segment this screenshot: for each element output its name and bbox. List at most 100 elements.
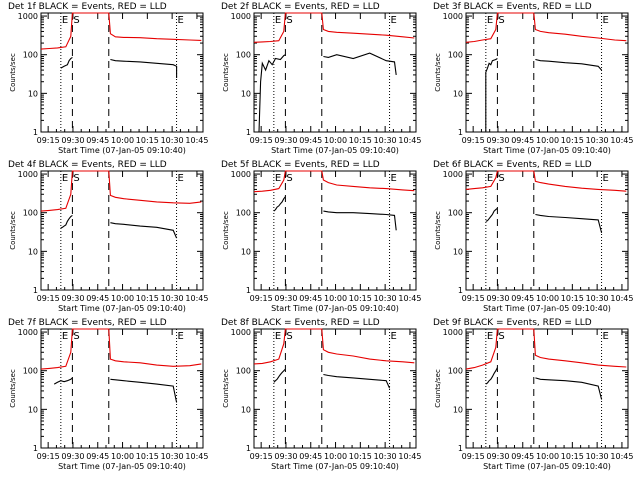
- e-marker: E: [62, 15, 68, 26]
- events-series-line: [258, 52, 397, 133]
- x-tick-label: 10:30: [374, 294, 397, 303]
- y-tick-label: 1000: [231, 12, 251, 21]
- x-tick-label: 10:15: [349, 452, 372, 461]
- e-marker: E: [487, 15, 493, 26]
- y-tick-label: 10: [28, 89, 38, 98]
- x-tick-label: 09:45: [86, 136, 109, 145]
- plot-frame: [253, 12, 417, 133]
- y-axis-label: Counts/sec: [9, 53, 17, 92]
- y-tick-label: 1: [33, 128, 38, 137]
- e-marker: E: [178, 15, 184, 26]
- events-series-line: [485, 207, 603, 234]
- x-tick-label: 10:15: [349, 136, 372, 145]
- x-tick-label: 10:15: [136, 136, 159, 145]
- x-tick-label: 10:30: [586, 294, 609, 303]
- events-series-line: [53, 377, 178, 403]
- lld-series-line: [465, 170, 627, 192]
- x-tick-label: 09:15: [37, 452, 60, 461]
- chart-panel-7: Det 7f BLACK = Events, RED = LLD 1 10 100 10…: [8, 318, 208, 471]
- x-tick-label: 09:30: [486, 452, 509, 461]
- chart-panel-3: Det 3f BLACK = Events, RED = LLD 1 10 100 10…: [433, 2, 633, 155]
- s-marker: S: [498, 15, 504, 26]
- x-tick-label: 09:15: [462, 136, 485, 145]
- x-axis-label: Start Time (07-Jan-05 09:10:40): [58, 304, 186, 313]
- events-series-line: [273, 196, 397, 231]
- plot-frame: [465, 328, 629, 449]
- x-tick-label: 09:15: [462, 452, 485, 461]
- x-tick-label: 10:00: [111, 452, 134, 461]
- x-tick-label: 10:45: [185, 294, 208, 303]
- y-tick-label: 100: [448, 367, 463, 376]
- x-tick-label: 10:00: [111, 294, 134, 303]
- e-marker: E: [275, 15, 281, 26]
- x-tick-label: 09:30: [61, 294, 84, 303]
- x-tick-label: 09:30: [61, 452, 84, 461]
- x-tick-label: 10:45: [610, 136, 633, 145]
- x-axis-label: Start Time (07-Jan-05 09:10:40): [58, 462, 186, 471]
- y-tick-label: 1000: [443, 328, 463, 337]
- y-tick-label: 10: [241, 405, 251, 414]
- y-tick-label: 10: [241, 89, 251, 98]
- y-tick-label: 1000: [443, 170, 463, 179]
- chart-title: Det 6f BLACK = Events, RED = LLD: [433, 160, 592, 170]
- e-marker: E: [275, 173, 281, 184]
- y-tick-label: 10: [453, 89, 463, 98]
- lld-series-line: [40, 12, 202, 50]
- x-tick-label: 10:15: [349, 294, 372, 303]
- chart-panel-1: Det 1f BLACK = Events, RED = LLD 1 10 100 10…: [8, 2, 208, 155]
- x-tick-label: 10:30: [161, 452, 184, 461]
- x-tick-label: 10:45: [185, 136, 208, 145]
- chart-title: Det 8f BLACK = Events, RED = LLD: [221, 318, 380, 328]
- y-tick-label: 1000: [18, 12, 38, 21]
- x-axis-label: Start Time (07-Jan-05 09:10:40): [483, 462, 611, 471]
- x-tick-label: 09:45: [511, 294, 534, 303]
- s-marker: S: [286, 173, 292, 184]
- x-tick-label: 10:30: [374, 452, 397, 461]
- x-tick-label: 10:45: [610, 294, 633, 303]
- x-tick-label: 10:45: [610, 452, 633, 461]
- y-tick-label: 100: [448, 209, 463, 218]
- y-tick-label: 100: [236, 51, 251, 60]
- events-series-line: [485, 367, 603, 400]
- events-series-line: [60, 214, 178, 239]
- y-tick-label: 1: [33, 286, 38, 295]
- x-tick-label: 10:45: [398, 136, 421, 145]
- x-tick-label: 09:45: [299, 452, 322, 461]
- y-tick-label: 1: [246, 444, 251, 453]
- x-tick-label: 10:15: [136, 452, 159, 461]
- s-marker: S: [498, 331, 504, 342]
- x-tick-label: 09:45: [299, 136, 322, 145]
- chart-title: Det 1f BLACK = Events, RED = LLD: [8, 2, 167, 12]
- lld-series-line: [253, 12, 415, 43]
- s-marker: S: [73, 173, 79, 184]
- y-tick-label: 100: [23, 209, 38, 218]
- x-tick-label: 09:45: [299, 294, 322, 303]
- plot-frame: [253, 328, 417, 449]
- x-tick-label: 09:30: [274, 294, 297, 303]
- e-marker: E: [178, 331, 184, 342]
- e-marker: E: [487, 331, 493, 342]
- plot-frame: [40, 328, 204, 449]
- x-tick-label: 09:15: [250, 294, 273, 303]
- y-tick-label: 10: [453, 247, 463, 256]
- chart-panel-9: Det 9f BLACK = Events, RED = LLD 1 10 100 10…: [433, 318, 633, 471]
- x-axis-label: Start Time (07-Jan-05 09:10:40): [483, 304, 611, 313]
- events-series-line: [60, 56, 178, 78]
- y-tick-label: 1: [458, 444, 463, 453]
- y-tick-label: 10: [28, 405, 38, 414]
- y-axis-label: Counts/sec: [9, 211, 17, 250]
- x-tick-label: 10:00: [324, 452, 347, 461]
- x-tick-label: 10:45: [398, 452, 421, 461]
- events-series-line: [485, 58, 603, 132]
- chart-panel-8: Det 8f BLACK = Events, RED = LLD 1 10 100 10…: [221, 318, 421, 471]
- y-tick-label: 1000: [443, 12, 463, 21]
- s-marker: S: [286, 331, 292, 342]
- x-axis-label: Start Time (07-Jan-05 09:10:40): [483, 146, 611, 155]
- chart-panel-5: Det 5f BLACK = Events, RED = LLD 1 10 100 10…: [221, 160, 421, 313]
- y-tick-label: 100: [23, 367, 38, 376]
- x-tick-label: 09:15: [37, 294, 60, 303]
- y-tick-label: 1000: [18, 328, 38, 337]
- lld-series-line: [40, 170, 202, 212]
- y-tick-label: 1000: [231, 170, 251, 179]
- e-marker: E: [178, 173, 184, 184]
